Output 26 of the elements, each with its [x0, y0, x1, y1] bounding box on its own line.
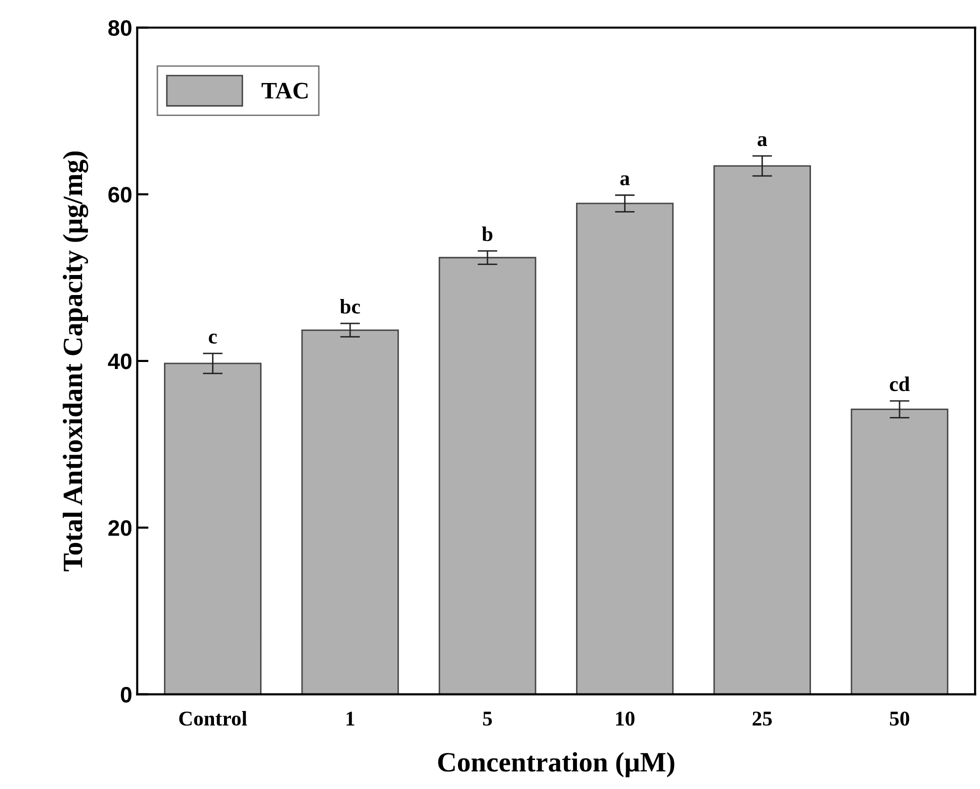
y-tick-label: 60: [108, 186, 132, 203]
bar: [164, 362, 262, 694]
annotation: b: [482, 226, 492, 242]
bar: [438, 256, 536, 694]
y-tick-label: 0: [120, 686, 132, 703]
x-tick-label: Control: [179, 710, 247, 726]
bar: [850, 408, 948, 694]
y-axis-title: Total Antioxidant Capacity (μg/mg): [62, 151, 88, 572]
annotation: a: [758, 136, 768, 146]
bar: [713, 165, 811, 694]
bar: [301, 329, 399, 694]
x-tick-label: 50: [890, 712, 910, 726]
annotation: bc: [340, 299, 360, 314]
x-axis-title: Concentration (μM): [438, 752, 674, 778]
x-tick-label: 5: [483, 712, 492, 726]
y-tick-label: 40: [108, 354, 132, 370]
y-tick-label: 80: [108, 20, 132, 36]
bar: [576, 202, 674, 694]
annotation: a: [620, 175, 630, 186]
x-tick-label: 10: [616, 712, 634, 726]
annotation: c: [208, 334, 217, 344]
y-tick-label: 20: [108, 520, 132, 536]
x-tick-label: 1: [346, 712, 354, 726]
legend-label: TAC: [262, 82, 308, 99]
x-tick-label: 25: [752, 712, 772, 726]
annotation: cd: [890, 376, 910, 392]
